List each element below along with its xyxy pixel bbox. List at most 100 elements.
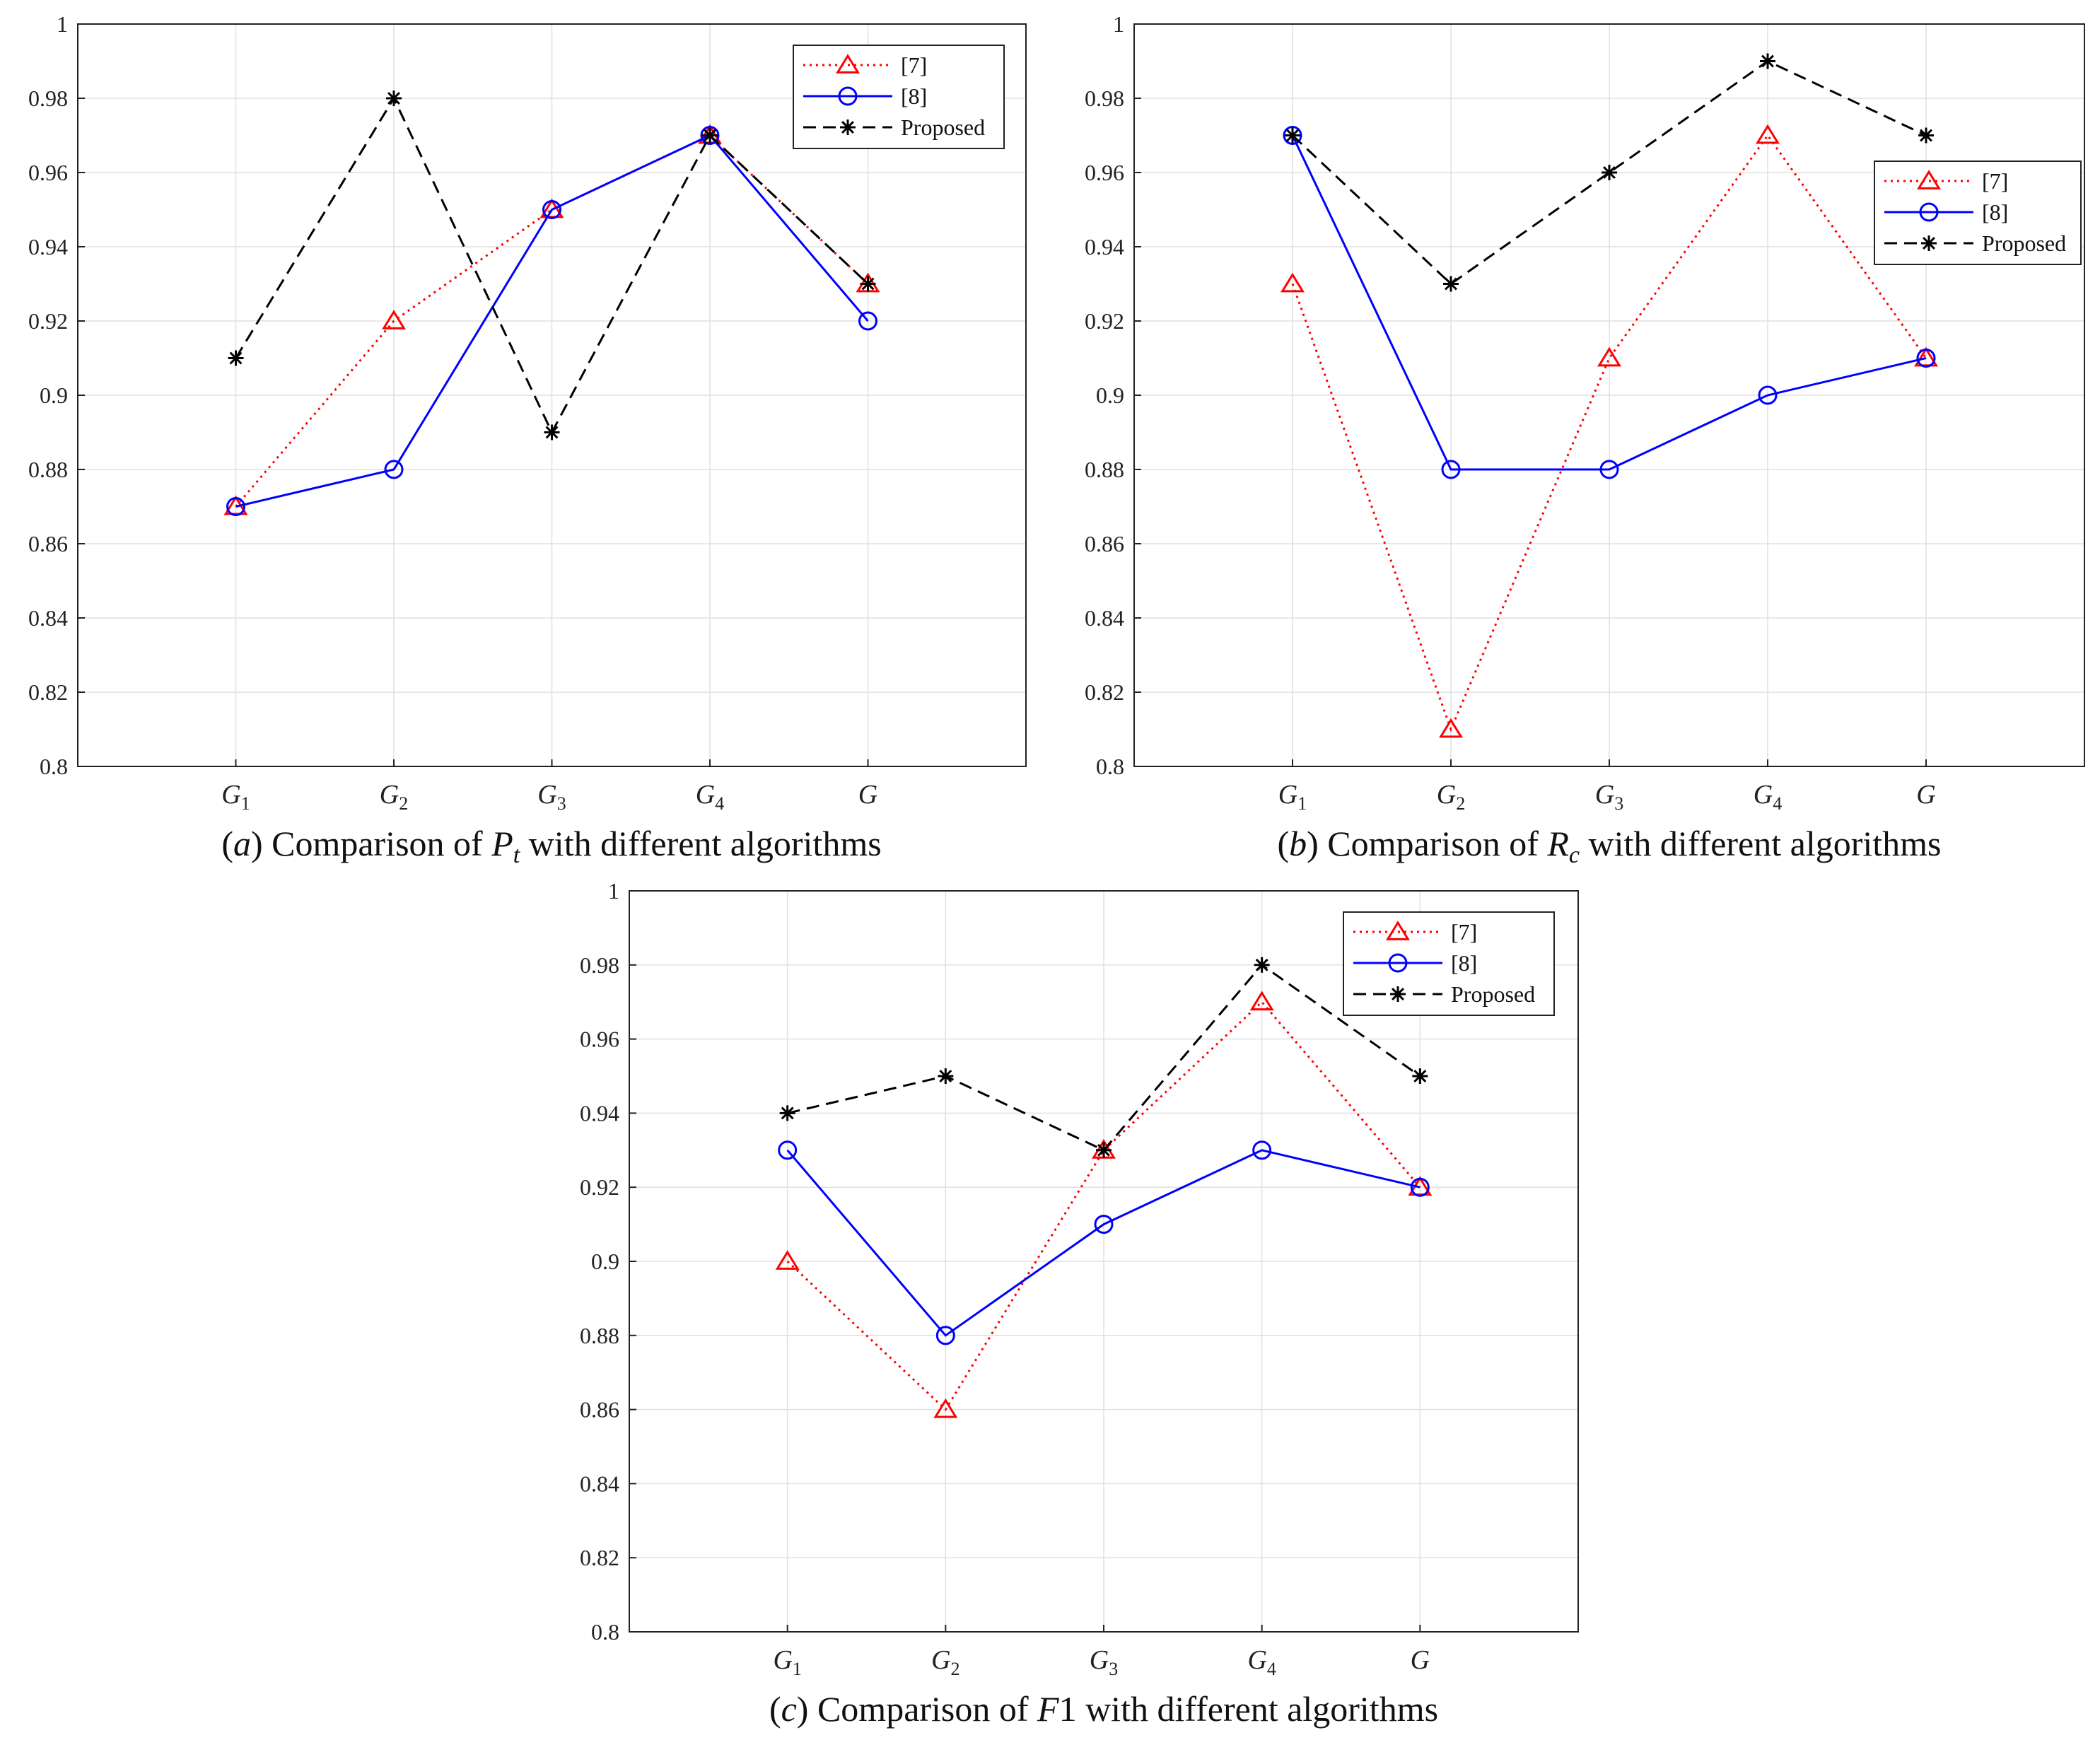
x-tick-label: G1 [1278, 780, 1307, 814]
legend-marker-triangle [836, 54, 860, 74]
caption-sub: c [1569, 842, 1580, 868]
data-point-triangle [933, 1398, 958, 1418]
series-line-8 [1291, 134, 1927, 471]
data-point-circle [1410, 1177, 1430, 1197]
data-point-triangle [382, 310, 406, 329]
legend-marker-circle [838, 86, 858, 106]
y-tick-label: 0.98 [1085, 86, 1124, 111]
data-point-triangle [1439, 718, 1463, 738]
y-tick-label: 0.94 [1085, 234, 1124, 259]
x-tick-label-sub: 1 [241, 793, 250, 814]
x-tick-label-sub: 2 [399, 793, 408, 814]
data-point-circle [1094, 1215, 1114, 1234]
data-point-asterisk [1254, 957, 1270, 973]
y-tick-label: 0.88 [1085, 457, 1124, 482]
y-tick-label: 1 [1113, 11, 1124, 37]
y-tick-label: 1 [608, 878, 619, 904]
x-tick-label-base: G [1278, 780, 1297, 810]
data-point-asterisk [1096, 1142, 1112, 1158]
legend-label: Proposed [1982, 230, 2066, 256]
caption-post: 1 with different algorithms [1059, 1689, 1438, 1729]
x-tick-label: G2 [380, 780, 408, 814]
caption-letter: c [781, 1689, 797, 1729]
legend-marker-asterisk [840, 119, 856, 135]
caption-pre: ) Comparison of [1307, 824, 1547, 863]
y-tick-label: 0.84 [580, 1471, 619, 1496]
y-tick-label: 0.82 [28, 679, 68, 705]
x-tick-label: G1 [773, 1645, 801, 1679]
data-point-asterisk [544, 424, 560, 440]
data-point-circle [858, 311, 877, 331]
legend-marker-triangle [1386, 921, 1410, 940]
data-point-asterisk [1602, 165, 1617, 180]
caption-letter: a [233, 824, 251, 863]
y-tick-label: 0.9 [591, 1249, 619, 1274]
x-tick-label: G4 [1247, 1645, 1276, 1679]
x-tick-label: G2 [1437, 780, 1465, 814]
y-tick-label: 0.92 [28, 308, 68, 334]
y-tick-label: 0.9 [40, 383, 68, 408]
x-tick-label-base: G [1595, 780, 1614, 810]
x-tick-label-base: G [1437, 780, 1456, 810]
x-tick-label: G [1411, 1645, 1430, 1675]
panel-caption: (a) Comparison of Pt with different algo… [221, 824, 881, 868]
legend-marker-circle [1919, 202, 1939, 222]
legend-marker-asterisk [1921, 235, 1937, 251]
legend-label: [7] [1982, 168, 2008, 194]
legend: [7] [8] Proposed [793, 45, 1005, 149]
data-point-circle [226, 497, 245, 516]
y-tick-label: 0.96 [1085, 160, 1124, 185]
data-point-circle [1252, 1140, 1272, 1160]
legend-label: [7] [901, 52, 927, 78]
legend-label: [8] [1451, 950, 1477, 976]
plot-frame [1133, 23, 2085, 767]
data-point-asterisk [228, 350, 244, 366]
legend: [7] [8] Proposed [1343, 911, 1555, 1016]
data-point-asterisk [1918, 127, 1934, 144]
caption-sym: P [491, 824, 513, 863]
series-line-8 [235, 134, 869, 508]
data-point-circle [935, 1326, 955, 1345]
data-point-circle [384, 460, 404, 479]
x-tick-label-base: G [537, 780, 556, 810]
x-tick-label-sub: 2 [1456, 793, 1465, 814]
caption-prefix: ( [221, 824, 233, 863]
panel-b: 0.80.820.840.860.880.90.920.940.960.981G… [1085, 11, 2085, 868]
y-tick-label: 0.82 [580, 1545, 619, 1570]
data-point-circle [1283, 126, 1302, 145]
data-point-asterisk [1760, 53, 1775, 69]
panel-c: 0.80.820.840.860.880.90.920.940.960.981G… [580, 878, 1579, 1729]
x-tick-label: G2 [931, 1645, 959, 1679]
data-point-asterisk [386, 90, 402, 106]
x-tick-label-base: G [1247, 1645, 1266, 1675]
y-tick-label: 0.8 [591, 1619, 619, 1645]
legend-label: [8] [1982, 199, 2008, 225]
panel-a: 0.80.820.840.860.880.90.920.940.960.981G… [28, 11, 1027, 868]
plot-frame [629, 890, 1579, 1633]
caption-pre: ) Comparison of [797, 1689, 1037, 1729]
y-tick-label: 0.94 [28, 234, 68, 259]
x-tick-label-base: G [380, 780, 399, 810]
panel-caption: (b) Comparison of Rc with different algo… [1277, 824, 1941, 868]
x-tick-label: G4 [1754, 780, 1782, 814]
data-point-asterisk [860, 276, 876, 292]
y-tick-label: 0.98 [580, 952, 619, 978]
legend-box [1343, 911, 1555, 1016]
x-tick-label-sub: 4 [1773, 793, 1782, 814]
data-point-triangle [1597, 346, 1621, 367]
x-tick-label-base: G [696, 780, 715, 810]
x-tick-label: G3 [1090, 1645, 1118, 1679]
data-point-asterisk [779, 1105, 795, 1121]
y-tick-label: 0.84 [1085, 605, 1124, 631]
y-tick-label: 0.88 [28, 457, 68, 482]
x-tick-label: G1 [221, 780, 250, 814]
x-tick-label-base: G [1754, 780, 1773, 810]
y-tick-label: 0.88 [580, 1323, 619, 1348]
y-tick-label: 0.94 [580, 1100, 619, 1126]
legend-label: Proposed [901, 115, 985, 140]
data-point-asterisk [1285, 127, 1300, 144]
y-tick-label: 0.86 [580, 1397, 619, 1423]
caption-prefix: ( [769, 1689, 781, 1729]
legend-label: Proposed [1451, 981, 1535, 1007]
